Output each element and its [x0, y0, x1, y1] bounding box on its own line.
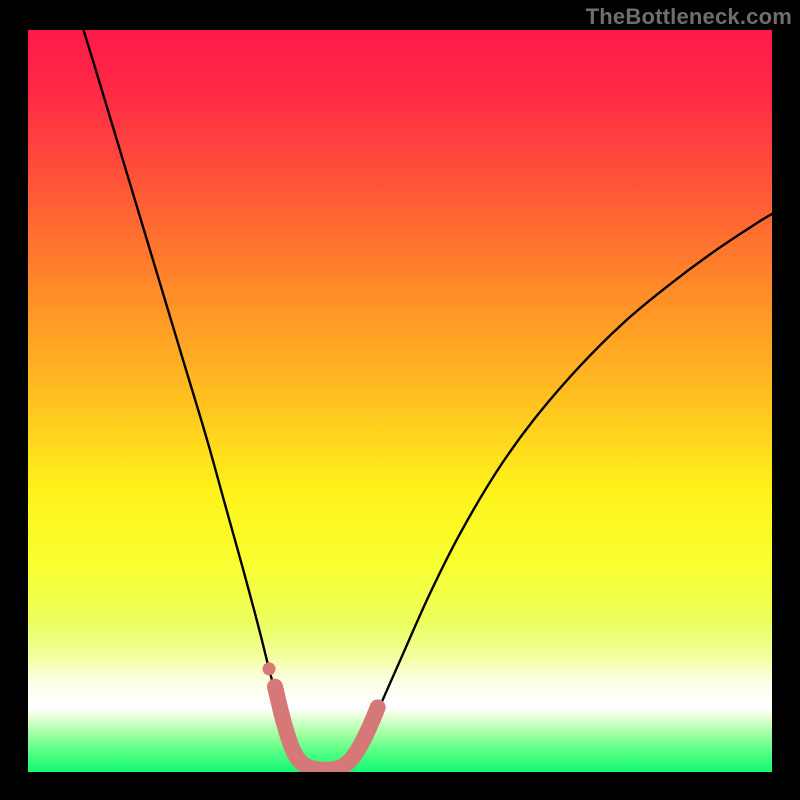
watermark-text: TheBottleneck.com: [586, 4, 792, 30]
chart-stage: TheBottleneck.com: [0, 0, 800, 800]
plot-area: [28, 30, 772, 772]
sweet-spot-marker: [263, 662, 276, 675]
plot-svg: [28, 30, 772, 772]
